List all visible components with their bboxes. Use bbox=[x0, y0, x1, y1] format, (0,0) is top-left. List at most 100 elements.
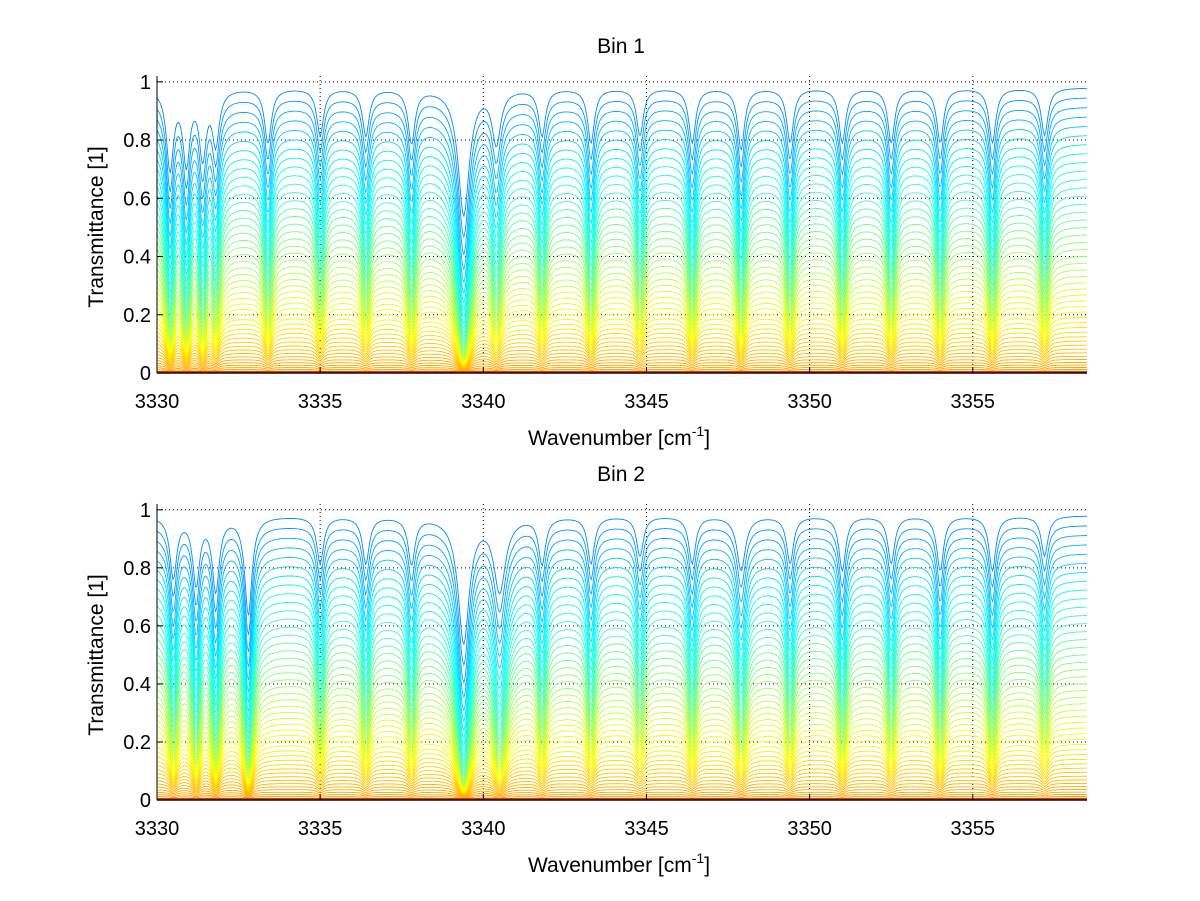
spectrum-line bbox=[156, 771, 1087, 796]
spectrum-line bbox=[156, 779, 1087, 797]
spectrum-line bbox=[157, 794, 1087, 799]
spectrum-line bbox=[156, 690, 1087, 786]
y-tick-label: 0.8 bbox=[123, 558, 151, 580]
spectrum-line bbox=[156, 535, 1087, 685]
y-tick-label: 0.8 bbox=[123, 130, 151, 152]
spectrum-line bbox=[156, 763, 1087, 795]
subplot-bin-2: Bin 2 3330 3335 3340 3345 3350 3355 0 0.2 0.4 0.6… bbox=[85, 463, 1088, 877]
spectrum-line bbox=[156, 153, 1087, 312]
spectrum-line bbox=[156, 749, 1087, 793]
y-axis-label: Transmittance [1] bbox=[85, 574, 108, 735]
spectrum-line bbox=[156, 340, 1087, 368]
spectrum-line bbox=[156, 203, 1087, 342]
axes: 3330 3335 3340 3345 3350 3355 0 0.2 0.4 0.6 0.8 1 bbox=[123, 500, 1087, 840]
spectrum-line bbox=[156, 352, 1087, 369]
spectrum-line bbox=[156, 676, 1087, 783]
spectrum-line bbox=[156, 269, 1087, 359]
subplot-bin-1: Bin 1 3330 3335 3340 3345 3350 3355 0 0.2 0.4 0.6… bbox=[85, 35, 1088, 450]
spectrum-line bbox=[156, 288, 1087, 362]
spectrum-line bbox=[156, 326, 1088, 367]
spectrum-line bbox=[156, 738, 1087, 792]
x-tick-label: 3355 bbox=[951, 818, 996, 840]
spectrum-line bbox=[156, 571, 1088, 732]
spectrum-line bbox=[156, 170, 1087, 325]
spectrum-line bbox=[156, 300, 1087, 364]
spectrum-line bbox=[156, 733, 1087, 792]
spectrum-line bbox=[156, 654, 1088, 777]
plot-area: 3330 3335 3340 3345 3350 3355 0 0.2 0.4 0.6 0.8 1 bbox=[123, 72, 1088, 413]
y-tick-label: 0.2 bbox=[123, 732, 151, 754]
spectrum-line bbox=[156, 786, 1087, 797]
spectrum-line bbox=[156, 553, 1088, 712]
spectrum-line bbox=[156, 544, 1088, 699]
spectrum-line bbox=[156, 703, 1087, 788]
spectrum-line bbox=[156, 744, 1087, 793]
spectrum-line bbox=[156, 355, 1087, 370]
spectrum-line bbox=[156, 282, 1087, 361]
y-tick-label: 0 bbox=[140, 790, 151, 812]
spectrum-line bbox=[156, 721, 1087, 790]
x-tick-label: 3345 bbox=[624, 391, 669, 413]
subplot-title: Bin 1 bbox=[597, 35, 645, 58]
spectrum-line bbox=[156, 598, 1088, 753]
spectrum-line bbox=[156, 336, 1087, 368]
spectrum-line bbox=[156, 580, 1087, 740]
spectrum-line bbox=[156, 348, 1087, 369]
y-tick-label: 0.6 bbox=[123, 188, 151, 210]
spectrum-line bbox=[156, 754, 1087, 794]
spectrum-line bbox=[156, 211, 1087, 345]
spectrum-line bbox=[156, 126, 1088, 284]
spectrum-line bbox=[156, 696, 1087, 787]
spectrum-line bbox=[156, 606, 1087, 758]
spectrum-line bbox=[156, 144, 1087, 304]
x-axis-label: Wavenumber [cm-1] bbox=[528, 850, 710, 877]
x-axis-label-close: ] bbox=[704, 427, 710, 450]
spectra-series bbox=[156, 87, 1088, 374]
y-tick-label: 0 bbox=[140, 363, 151, 385]
spectrum-line bbox=[156, 767, 1087, 795]
spectrum-line bbox=[156, 515, 1088, 646]
spectrum-line bbox=[156, 614, 1088, 762]
spectrum-line bbox=[156, 669, 1087, 781]
spectrum-line bbox=[156, 727, 1088, 791]
spectrum-line bbox=[157, 367, 1087, 372]
spectrum-line bbox=[156, 715, 1087, 789]
spectrum-line bbox=[156, 359, 1087, 370]
x-tick-label: 3335 bbox=[298, 391, 343, 413]
spectrum-line bbox=[156, 562, 1087, 723]
x-tick-label: 3330 bbox=[135, 818, 180, 840]
spectrum-line bbox=[156, 195, 1088, 339]
spectrum-line bbox=[157, 791, 1087, 798]
spectrum-line bbox=[156, 226, 1088, 350]
x-axis-label-main: Wavenumber [cm bbox=[528, 854, 692, 877]
plot-area: 3330 3335 3340 3345 3350 3355 0 0.2 0.4 0.6 0.8 1 bbox=[123, 500, 1088, 840]
y-tick-label: 0.6 bbox=[123, 616, 151, 638]
spectrum-line bbox=[156, 661, 1087, 780]
y-tick-label: 0.4 bbox=[123, 674, 151, 696]
subplot-title: Bin 2 bbox=[597, 463, 645, 486]
spectrum-line bbox=[156, 135, 1088, 295]
spectrum-line bbox=[156, 255, 1087, 357]
x-tick-label: 3330 bbox=[135, 391, 180, 413]
x-tick-label: 3340 bbox=[461, 391, 506, 413]
spectrum-line bbox=[156, 623, 1087, 766]
x-tick-label: 3335 bbox=[298, 818, 343, 840]
y-tick-label: 0.2 bbox=[123, 305, 151, 327]
spectrum-line bbox=[156, 789, 1087, 798]
x-tick-label: 3345 bbox=[624, 818, 669, 840]
spectra-series bbox=[156, 515, 1088, 801]
y-axis-label: Transmittance [1] bbox=[85, 146, 108, 307]
spectrum-line bbox=[156, 116, 1087, 271]
spectrum-line bbox=[156, 311, 1088, 365]
spectrum-line bbox=[157, 796, 1087, 799]
spectrum-line bbox=[156, 362, 1087, 371]
spectrum-line bbox=[156, 683, 1087, 784]
x-axis-label-superscript: -1 bbox=[692, 850, 705, 866]
spectrum-line bbox=[156, 97, 1087, 239]
x-tick-label: 3350 bbox=[787, 391, 832, 413]
spectrum-line bbox=[156, 364, 1087, 371]
x-axis-label-main: Wavenumber [cm bbox=[528, 427, 692, 450]
y-tick-label: 0.4 bbox=[123, 247, 151, 269]
spectrum-line bbox=[156, 344, 1088, 369]
spectrum-line bbox=[156, 219, 1088, 348]
